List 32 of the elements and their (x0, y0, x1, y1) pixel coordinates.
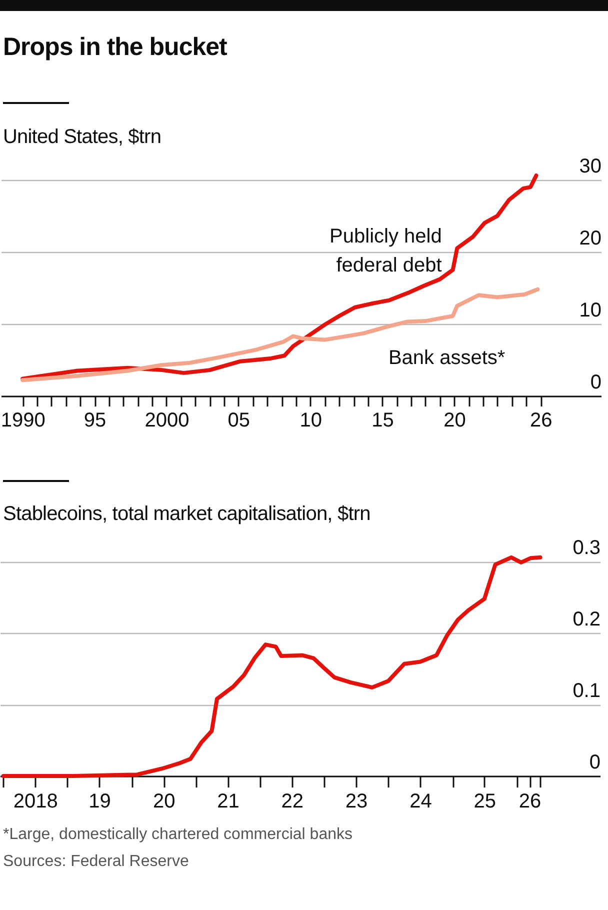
y-tick-label: 0.3 (572, 537, 600, 560)
chart-title: Drops in the bucket (3, 33, 228, 62)
x-tick-label: 05 (228, 410, 250, 432)
chart-title: Stablecoins, total market capitalisation, $trn (3, 503, 372, 526)
x-tick-label: 2018 (13, 790, 58, 812)
y-tick-label: 30 (579, 155, 602, 178)
x-tick-label: 1990 (0, 410, 46, 432)
x-tick-label: 25 (474, 790, 496, 812)
x-tick-label: 2000 (144, 410, 190, 432)
x-tick-label: 26 (518, 790, 542, 812)
x-tick-label: 24 (410, 790, 432, 812)
y-tick-label: 0.1 (572, 680, 600, 702)
x-tick-label: 20 (444, 410, 466, 432)
y-tick-label: 10 (579, 299, 602, 322)
chart-subtitle: United States, $trn (3, 126, 162, 149)
x-tick-label: 23 (345, 790, 368, 812)
x-tick-label: 10 (300, 410, 322, 432)
y-tick-label: 20 (579, 227, 602, 250)
source-note: Sources: Federal Reserve (3, 852, 190, 872)
series-label: Bank assets* (388, 347, 506, 370)
y-tick-label: 0 (590, 372, 602, 394)
x-tick-label: 95 (84, 410, 106, 432)
y-tick-label: 0 (589, 752, 600, 774)
x-tick-label: 20 (152, 790, 176, 812)
x-tick-label: 15 (372, 410, 394, 432)
y-tick-label: 0.2 (572, 608, 600, 631)
series-label: Publicly held federal debt (330, 225, 442, 276)
x-tick-label: 21 (217, 790, 240, 812)
x-tick-label: 19 (88, 790, 111, 812)
x-tick-label: 26 (530, 410, 552, 432)
text: *Large, domestically chartered commercial banks (3, 825, 354, 845)
x-tick-label: 22 (281, 790, 304, 812)
